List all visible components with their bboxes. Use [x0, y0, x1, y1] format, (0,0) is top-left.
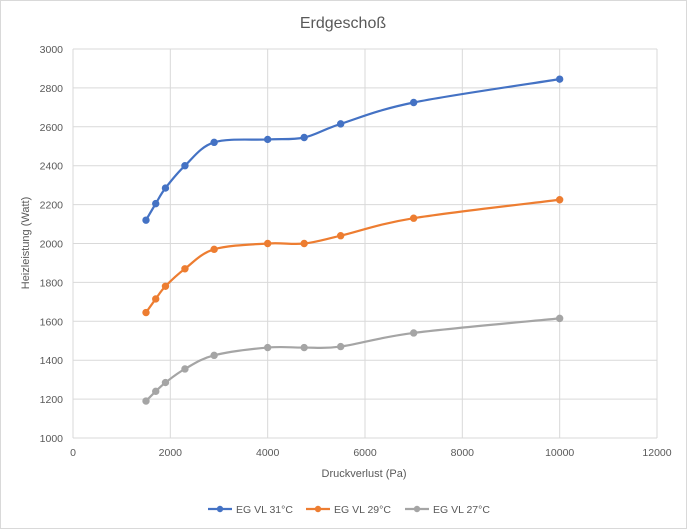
x-tick-label: 4000	[256, 447, 280, 459]
data-point	[210, 138, 218, 147]
legend-item: EG VL 27°C	[405, 504, 490, 516]
data-point	[210, 245, 218, 254]
y-tick-label: 1600	[40, 316, 64, 328]
data-point	[152, 295, 160, 303]
data-point	[142, 216, 150, 224]
x-tick-label: 6000	[353, 447, 377, 459]
data-point	[555, 314, 564, 323]
data-point	[409, 98, 418, 107]
data-point	[181, 365, 189, 373]
data-point	[181, 162, 189, 170]
series-3	[142, 314, 564, 405]
data-point	[555, 196, 564, 204]
data-point	[300, 239, 308, 248]
x-axis-tick-labels: 0 2000 4000 6000 8000 10000 12000	[70, 447, 672, 459]
data-point	[336, 342, 345, 351]
y-tick-label: 1400	[40, 355, 64, 367]
data-point	[263, 239, 272, 248]
legend-marker	[216, 505, 224, 513]
data-point	[263, 135, 272, 144]
data-point	[409, 214, 418, 222]
data-point	[210, 351, 218, 360]
chart-title: Erdgeschoß	[300, 15, 386, 32]
legend-label: EG VL 29°C	[334, 504, 391, 516]
data-point	[336, 120, 345, 128]
data-point	[555, 75, 564, 83]
legend-label: EG VL 27°C	[433, 504, 490, 516]
data-point	[152, 387, 160, 396]
gridlines	[72, 48, 658, 439]
series-1	[142, 75, 564, 224]
legend-label: EG VL 31°C	[236, 504, 293, 516]
legend-marker	[314, 505, 322, 513]
x-tick-label: 0	[70, 447, 76, 459]
series-line	[144, 78, 561, 222]
data-point	[142, 308, 150, 317]
legend-item: EG VL 31°C	[208, 504, 293, 516]
x-axis-label: Druckverlust (Pa)	[322, 468, 407, 480]
data-point	[263, 343, 272, 352]
y-tick-label: 1200	[40, 394, 64, 406]
y-tick-label: 2800	[40, 83, 64, 95]
y-tick-label: 1800	[40, 277, 64, 289]
y-axis-tick-labels: 1000 1200 1400 1600 1800 2000 2200 2400 2600 2800…	[40, 44, 64, 445]
legend-marker	[413, 505, 421, 513]
data-point	[300, 343, 308, 352]
data-point	[161, 184, 170, 192]
y-tick-label: 3000	[40, 44, 64, 56]
legend-item: EG VL 29°C	[306, 504, 391, 516]
legend: EG VL 31°C EG VL 29°C EG VL 27°C	[208, 504, 490, 516]
data-point	[142, 397, 150, 405]
data-point	[336, 232, 345, 240]
y-tick-label: 2000	[40, 239, 64, 251]
series-line	[144, 198, 561, 314]
x-tick-label: 2000	[159, 447, 183, 459]
y-tick-label: 2200	[40, 200, 64, 212]
x-tick-label: 8000	[451, 447, 475, 459]
data-point	[181, 265, 189, 273]
x-tick-label: 10000	[545, 447, 574, 459]
data-point	[409, 329, 418, 337]
y-axis-label: Heizleistung (Watt)	[20, 197, 32, 290]
y-tick-label: 2400	[40, 161, 64, 173]
x-tick-label: 12000	[642, 447, 671, 459]
y-tick-label: 1000	[40, 433, 64, 445]
data-point	[161, 378, 170, 387]
series-group	[142, 75, 564, 405]
data-point	[161, 282, 170, 290]
series-2	[142, 196, 564, 317]
data-point	[152, 199, 160, 208]
data-point	[300, 133, 308, 142]
y-tick-label: 2600	[40, 122, 64, 134]
